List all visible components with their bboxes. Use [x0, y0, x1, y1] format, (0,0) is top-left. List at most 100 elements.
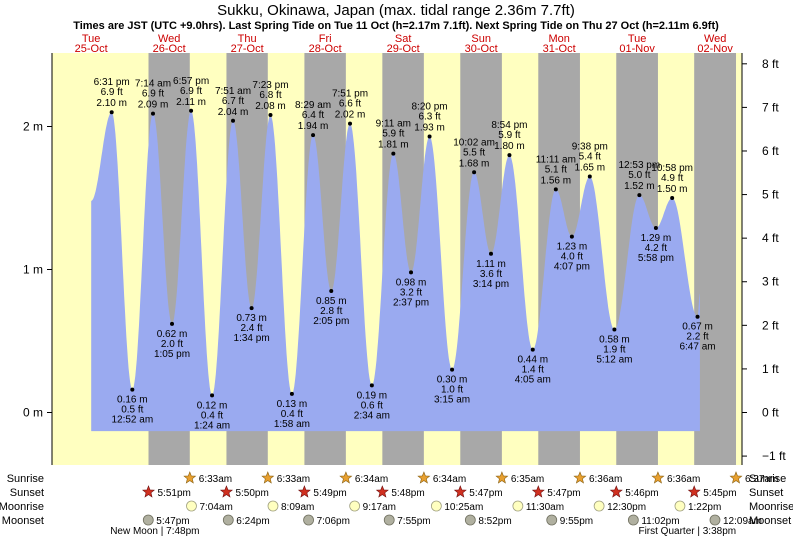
sunrise-row-label-left: Sunrise: [7, 473, 44, 485]
high-tide-time: 8:20 pm: [412, 102, 448, 113]
low-tide-feet: 2.4 ft: [240, 323, 262, 334]
high-tide-feet: 6.6 ft: [339, 99, 361, 110]
high-tide-feet: 5.4 ft: [579, 152, 601, 163]
low-tide-point: [329, 288, 334, 293]
low-tide-point: [409, 270, 414, 275]
moonset-time: 12:09am: [723, 516, 762, 527]
moonrise-row-label-right: Moonrise: [749, 501, 793, 513]
low-tide-point: [488, 251, 493, 256]
low-tide-metres: 0.13 m: [277, 399, 308, 410]
high-tide-time: 7:51 am: [215, 86, 251, 97]
moonset-row-label-left: Moonset: [2, 515, 44, 527]
day-name: Sun: [471, 33, 491, 45]
low-tide-time: 2:37 pm: [393, 297, 429, 308]
moonset-icon: [709, 514, 721, 526]
low-tide-time: 4:05 am: [515, 375, 551, 386]
high-tide-metres: 1.52 m: [624, 181, 655, 192]
moonrise-time: 7:04am: [199, 502, 232, 513]
high-tide-feet: 5.0 ft: [628, 170, 650, 181]
chart-subtitle: Times are JST (UTC +9.0hrs). Last Spring…: [73, 20, 719, 32]
tide-area: [91, 110, 700, 432]
high-tide-time: 10:02 am: [453, 137, 495, 148]
sunrise-time: 6:36am: [589, 474, 622, 485]
moonset-icon: [222, 514, 234, 526]
high-tide-feet: 5.9 ft: [382, 129, 404, 140]
sunrise-star-icon: [651, 471, 665, 484]
low-tide-time: 5:12 am: [596, 355, 632, 366]
high-tide-point: [268, 113, 273, 118]
day-name: Mon: [548, 33, 569, 45]
low-tide-feet: 0.4 ft: [201, 410, 223, 421]
high-tide-time: 9:38 pm: [572, 142, 608, 153]
ft-axis-label: 7 ft: [762, 100, 779, 114]
sunrise-time: 6:35am: [511, 474, 544, 485]
low-tide-metres: 0.16 m: [117, 395, 148, 406]
low-tide-point: [653, 226, 658, 231]
moonset-time: 8:52pm: [478, 516, 511, 527]
low-tide-metres: 0.67 m: [682, 322, 713, 333]
low-tide-point: [569, 234, 574, 239]
low-tide-metres: 1.29 m: [641, 233, 672, 244]
moonrise-icon: [349, 500, 361, 512]
moonset-icon: [303, 514, 314, 526]
low-tide-feet: 2.2 ft: [686, 332, 708, 343]
high-tide-metres: 1.94 m: [298, 121, 329, 132]
sunrise-star-icon: [261, 471, 275, 484]
low-tide-metres: 0.44 m: [517, 355, 548, 366]
ft-axis-label: 6 ft: [762, 144, 779, 158]
sunset-star-icon: [531, 485, 545, 498]
moonset-icon: [142, 514, 154, 526]
moonset-time: 9:55pm: [560, 516, 593, 527]
moonset-icon: [383, 514, 395, 526]
sunset-time: 5:48pm: [391, 488, 424, 499]
day-name: Tue: [82, 33, 101, 45]
ft-axis-label: 4 ft: [762, 231, 779, 245]
sunrise-star-icon: [573, 471, 587, 484]
day-name: Fri: [319, 33, 332, 45]
low-tide-time: 4:07 pm: [554, 262, 590, 273]
sunrise-time: 6:36am: [667, 474, 700, 485]
moonset-time: 5:47pm: [156, 516, 189, 527]
moonrise-icon: [593, 500, 605, 512]
ft-axis-label: 5 ft: [762, 188, 779, 202]
moonrise-time: 11:30am: [526, 502, 564, 513]
moonrise-icon: [267, 500, 279, 512]
day-date: 30-Oct: [465, 43, 498, 55]
high-tide-point: [109, 110, 114, 115]
moonset-icon: [464, 514, 476, 526]
sunrise-time: 6:33am: [199, 474, 232, 485]
low-tide-time: 12:52 am: [111, 415, 153, 426]
high-tide-feet: 6.9 ft: [142, 89, 164, 100]
low-tide-feet: 1.9 ft: [603, 345, 625, 356]
moonset-row-label-right: Moonset: [749, 515, 791, 527]
day-date: 02-Nov: [697, 43, 733, 55]
moonrise-icon: [186, 500, 197, 512]
moonset-time: 6:24pm: [236, 516, 269, 527]
high-tide-time: 7:23 pm: [252, 80, 288, 91]
sunrise-time: 6:37am: [745, 474, 778, 485]
sunset-time: 5:45pm: [703, 488, 736, 499]
high-tide-metres: 2.04 m: [218, 107, 249, 118]
low-tide-time: 6:47 am: [679, 342, 715, 353]
moonset-time: 11:02pm: [641, 516, 679, 527]
low-tide-feet: 1.0 ft: [441, 385, 463, 396]
sunrise-star-icon: [417, 471, 431, 484]
sunrise-row-label-right: Sunrise: [749, 473, 786, 485]
moonrise-row-label-left: Moonrise: [0, 501, 44, 513]
day-headers: Tue25-OctWed26-OctThu27-OctFri28-OctSat2…: [75, 33, 734, 55]
low-tide-point: [450, 367, 455, 372]
high-tide-metres: 1.68 m: [459, 158, 490, 169]
low-tide-point: [170, 321, 175, 326]
low-tide-time: 2:05 pm: [313, 316, 349, 327]
high-tide-metres: 2.11 m: [176, 97, 206, 108]
low-tide-time: 3:15 am: [434, 395, 470, 406]
moonset-time: 7:06pm: [317, 516, 350, 527]
high-tide-feet: 5.5 ft: [463, 147, 485, 158]
ft-axis-label: −1 ft: [762, 449, 786, 463]
day-date: 31-Oct: [543, 43, 576, 55]
moonset-icon: [627, 514, 639, 526]
day-name: Wed: [158, 33, 180, 45]
low-tide-point: [249, 306, 254, 311]
low-tide-metres: 0.73 m: [236, 313, 267, 324]
